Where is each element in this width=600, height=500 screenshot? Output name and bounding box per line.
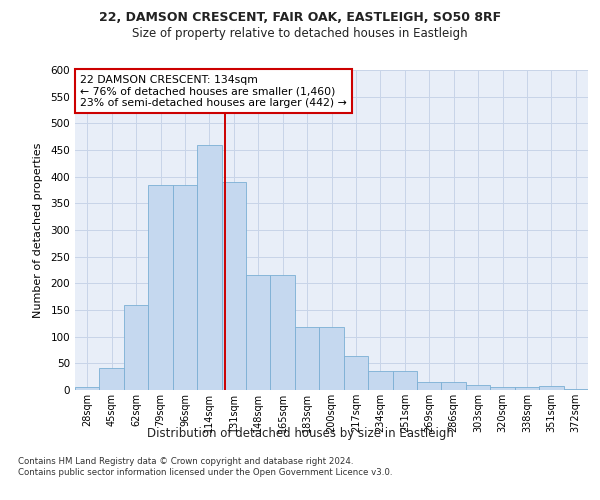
Text: Distribution of detached houses by size in Eastleigh: Distribution of detached houses by size … [146, 428, 454, 440]
Bar [319, 327, 344, 390]
Bar [148, 184, 173, 390]
Bar [100, 368, 124, 390]
Y-axis label: Number of detached properties: Number of detached properties [34, 142, 43, 318]
Bar [221, 182, 246, 390]
Text: 22, DAMSON CRESCENT, FAIR OAK, EASTLEIGH, SO50 8RF: 22, DAMSON CRESCENT, FAIR OAK, EASTLEIGH… [99, 11, 501, 24]
Bar [392, 372, 417, 390]
Bar [442, 382, 466, 390]
Text: 22 DAMSON CRESCENT: 134sqm
← 76% of detached houses are smaller (1,460)
23% of s: 22 DAMSON CRESCENT: 134sqm ← 76% of deta… [80, 75, 347, 108]
Bar [173, 184, 197, 390]
Bar [124, 304, 148, 390]
Text: Size of property relative to detached houses in Eastleigh: Size of property relative to detached ho… [132, 28, 468, 40]
Bar [344, 356, 368, 390]
Bar [515, 388, 539, 390]
Bar [295, 327, 319, 390]
Bar [246, 276, 271, 390]
Bar [368, 372, 392, 390]
Bar [75, 388, 100, 390]
Text: Contains HM Land Registry data © Crown copyright and database right 2024.
Contai: Contains HM Land Registry data © Crown c… [18, 458, 392, 477]
Bar [539, 386, 563, 390]
Bar [197, 144, 221, 390]
Bar [417, 382, 442, 390]
Bar [563, 389, 588, 390]
Bar [490, 388, 515, 390]
Bar [466, 384, 490, 390]
Bar [271, 276, 295, 390]
